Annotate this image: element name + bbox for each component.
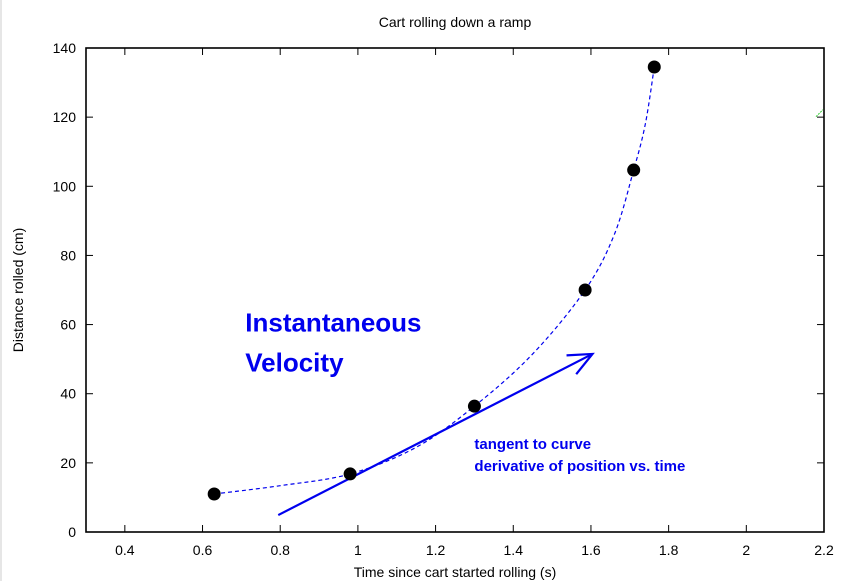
x-tick-label: 1.8 (659, 542, 679, 558)
data-point (207, 487, 221, 501)
y-tick-label: 80 (60, 247, 76, 263)
data-point (467, 399, 481, 413)
data-point (578, 283, 592, 297)
data-point (647, 60, 661, 74)
y-tick-label: 100 (53, 178, 77, 194)
y-tick-label: 40 (60, 386, 76, 402)
chart-title: Cart rolling down a ramp (379, 14, 532, 30)
y-tick-label: 120 (53, 109, 77, 125)
x-tick-label: 1.6 (581, 542, 601, 558)
stray-green-mark (815, 109, 824, 118)
data-point (627, 163, 641, 177)
x-tick-label: 1.4 (504, 542, 524, 558)
tangent-label-line: tangent to curve (474, 436, 591, 453)
x-tick-label: 2.2 (814, 542, 834, 558)
fit-curve-line (214, 66, 655, 495)
y-tick-label: 20 (60, 455, 76, 471)
data-point (343, 467, 357, 481)
plot-frame (85, 47, 825, 533)
fit-curve-layer (214, 66, 655, 495)
data-points-layer (207, 60, 661, 501)
plot-border (85, 47, 825, 533)
x-tick-label: 1 (354, 542, 362, 558)
instantaneous-label-line: Instantaneous (245, 307, 421, 337)
x-axis-title: Time since cart started rolling (s) (354, 564, 557, 580)
x-tick-label: 0.4 (115, 542, 135, 558)
tangent-arrow-head-icon (566, 352, 595, 375)
y-axis-title: Distance rolled (cm) (10, 228, 26, 352)
y-tick-label: 140 (53, 40, 77, 56)
y-tick-label: 0 (68, 524, 76, 540)
x-tick-label: 0.8 (270, 542, 290, 558)
x-tick-label: 0.6 (193, 542, 213, 558)
y-tick-label: 60 (60, 317, 76, 333)
x-tick-label: 1.2 (426, 542, 446, 558)
instantaneous-label-line: Velocity (245, 347, 344, 377)
x-tick-label: 2 (742, 542, 750, 558)
annotations-layer: Instantaneous Velocity tangent to curve der… (245, 109, 824, 517)
window-edge (0, 0, 2, 581)
tangent-arrow-shaft (277, 352, 594, 517)
y-axis-ticks: 0 20 40 60 80 100 120 140 (53, 40, 824, 540)
tangent-label-line: derivative of position vs. time (474, 458, 685, 475)
x-axis-ticks: 0.4 0.6 0.8 1 1.2 1.4 1.6 1.8 2 2.2 (115, 48, 834, 558)
